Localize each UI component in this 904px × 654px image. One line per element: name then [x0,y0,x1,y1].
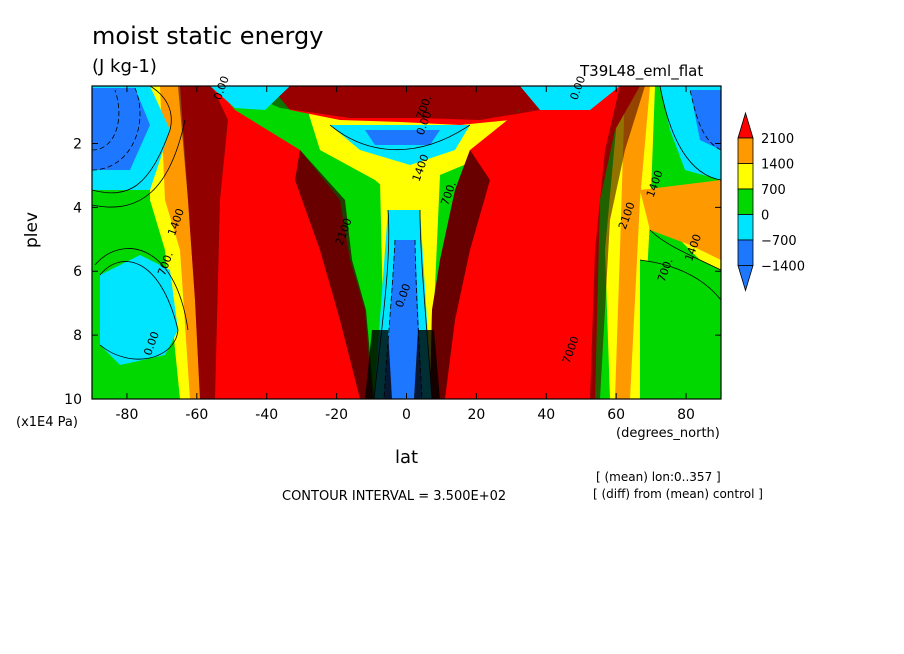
x-tick-label: 20 [467,407,485,423]
x-tick-label: 0 [402,407,411,423]
heatmap-field [92,86,721,399]
colorbar-extend-top [737,111,754,139]
colorbar-label: 2100 [761,132,794,147]
colorbar: 2100 1400 700 0 −700 −1400 [737,111,805,292]
y-axis-label: plev [22,211,42,248]
diff-note: [ (diff) from (mean) control ] [593,487,763,501]
chart-units: (J kg-1) [92,56,157,77]
x-tick-label: -20 [325,407,348,423]
colorbar-swatch [737,214,754,241]
colorbar-label: −700 [761,234,797,249]
y-tick-label: 10 [64,392,82,408]
y-tick-label: 2 [73,136,82,152]
x-tick-label: -40 [255,407,278,423]
colorbar-swatch [737,239,754,266]
y-tick-label: 8 [73,328,82,344]
colorbar-swatch [737,188,754,215]
colorbar-extend-bottom [737,265,754,292]
colorbar-label: 700 [761,183,786,198]
x-axis-label: lat [395,447,419,468]
x-tick-label: 80 [677,407,695,423]
y-tick-label: 4 [73,200,82,216]
y-axis-ticks: 2 4 6 8 10 [64,136,721,408]
mean-note: [ (mean) lon:0..357 ] [596,470,721,484]
y-axis-units: (x1E4 Pa) [16,415,78,430]
x-tick-label: 60 [607,407,625,423]
experiment-name: T39L48_eml_flat [580,62,704,80]
x-tick-label: -60 [185,407,208,423]
colorbar-label: −1400 [761,260,805,275]
contour-interval: CONTOUR INTERVAL = 3.500E+02 [282,489,507,504]
colorbar-swatch [737,137,754,164]
colorbar-label: 1400 [761,158,794,173]
colorbar-swatch [737,163,754,190]
chart-title: moist static energy [92,22,324,50]
x-tick-label: 40 [537,407,555,423]
x-axis-units: (degrees_north) [616,426,720,441]
y-tick-label: 6 [73,264,82,280]
colorbar-label: 0 [761,209,769,224]
x-tick-label: -80 [116,407,139,423]
x-axis-ticks: -80 -60 -40 -20 0 20 40 60 80 [116,86,695,423]
